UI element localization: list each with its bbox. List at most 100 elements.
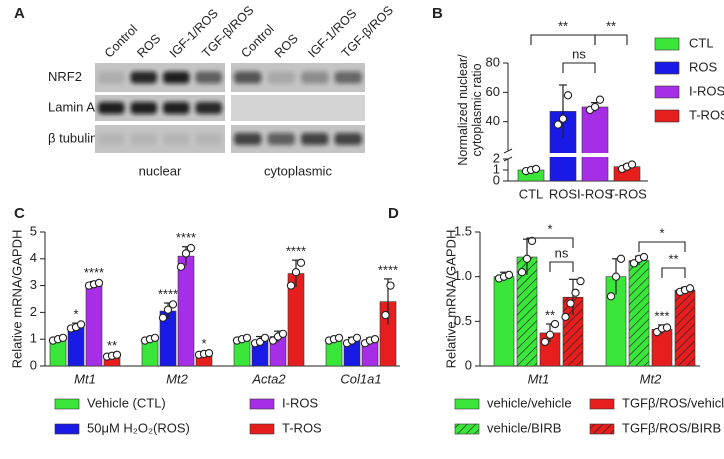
blot-band: [334, 133, 362, 145]
significance: ****: [84, 265, 104, 280]
axis-break: [503, 148, 513, 154]
y-tick-label: 1.0: [454, 268, 472, 283]
x-tick-label: Acta2: [251, 371, 286, 386]
bracket-label: **: [558, 18, 568, 33]
blot-band: [267, 133, 295, 145]
blot-band: [195, 133, 222, 145]
y-tick-label: 2: [30, 304, 37, 319]
y-axis-label: Relative mRNA/GAPDH: [9, 230, 24, 369]
legend-swatch: [249, 398, 275, 410]
data-point: [595, 95, 605, 104]
bracket-label: *: [659, 225, 664, 240]
data-point: [522, 254, 532, 263]
data-point: [286, 281, 296, 290]
break-gap: [549, 153, 577, 157]
y-tick-label: 60: [486, 84, 500, 99]
significance: ****: [176, 230, 196, 245]
data-point: [76, 320, 86, 329]
legend-label: T-ROS: [282, 420, 322, 435]
blot-band: [130, 102, 157, 114]
lane-label: ROS: [272, 31, 301, 60]
legend-swatch: [654, 37, 680, 51]
bracket-label: **: [606, 18, 616, 33]
data-point: [616, 254, 626, 263]
data-point: [352, 333, 362, 343]
y-axis-label: Normalized nuclear/ cytoplasmic ratio: [456, 54, 484, 166]
legend-swatch: [654, 109, 680, 123]
data-point: [545, 330, 555, 339]
data-point: [611, 272, 621, 281]
data-point: [370, 335, 380, 344]
data-point: [176, 262, 186, 271]
blot-band: [267, 71, 295, 84]
bracket-label: ns: [555, 245, 569, 260]
data-point: [168, 300, 178, 309]
bar: [493, 276, 515, 367]
legend-label: vehicle/vehicle: [487, 395, 572, 410]
y-axis-label: Relative mRNA/GAPDH: [443, 230, 458, 369]
significance: *: [201, 336, 206, 351]
data-point: [163, 305, 173, 314]
y-tick-label: 1: [30, 331, 37, 346]
blot-band: [334, 71, 362, 84]
data-point: [94, 278, 104, 288]
lane-label: Control: [102, 22, 140, 60]
y-tick-label: 5: [30, 223, 37, 238]
legend-label: T-ROS: [689, 107, 724, 122]
blot-band: [195, 102, 222, 114]
blot-band: [234, 133, 262, 145]
legend-swatch: [454, 423, 480, 435]
blot-caption: cytoplasmic: [264, 163, 332, 178]
legend-swatch: [654, 61, 680, 75]
data-point: [112, 350, 122, 359]
significance: ****: [286, 244, 306, 259]
data-point: [563, 91, 573, 100]
legend-swatch: [454, 398, 480, 410]
significance: ****: [158, 286, 178, 301]
blot-strip: [231, 95, 365, 121]
panel-label: A: [14, 5, 25, 22]
data-point: [576, 276, 585, 286]
data-point: [204, 348, 214, 358]
legend-label: vehicle/BIRB: [487, 420, 561, 435]
data-point: [158, 313, 168, 322]
blot-band: [163, 133, 190, 145]
data-point: [381, 310, 390, 320]
y-tick-label: 0: [30, 357, 37, 372]
data-point: [627, 160, 637, 169]
blot-band: [130, 71, 157, 84]
data-point: [334, 333, 344, 343]
bracket: [549, 261, 574, 272]
bar: [581, 106, 609, 182]
significance: **: [107, 338, 117, 353]
blot-band: [301, 133, 329, 145]
blot-row-label: Lamin A/C: [48, 99, 108, 114]
legend-swatch: [54, 423, 80, 435]
y-tick-label: 1: [493, 161, 500, 176]
y-tick-label: 40: [486, 113, 500, 128]
bar: [85, 283, 103, 367]
blot-caption: nuclear: [139, 163, 182, 178]
y-tick-label: 0: [465, 357, 472, 372]
data-point: [296, 258, 306, 267]
panel-label: C: [14, 205, 25, 222]
bracket: [661, 267, 686, 278]
panel-label: D: [388, 205, 399, 222]
blot-band: [98, 71, 125, 84]
legend-swatch: [54, 398, 80, 410]
data-point: [629, 259, 639, 268]
data-point: [58, 333, 68, 343]
data-point: [566, 299, 575, 308]
data-point: [590, 102, 600, 112]
y-tick-label: 1.5: [454, 223, 472, 238]
data-point: [291, 268, 301, 277]
data-point: [540, 337, 550, 347]
bracket: [638, 241, 686, 252]
data-point: [150, 333, 160, 343]
blot-band: [234, 71, 262, 84]
y-tick-label: 0.5: [454, 313, 472, 328]
data-point: [561, 312, 570, 322]
legend-label: TGFβ/ROS/vehicle: [622, 395, 724, 410]
bracket: [562, 62, 596, 73]
